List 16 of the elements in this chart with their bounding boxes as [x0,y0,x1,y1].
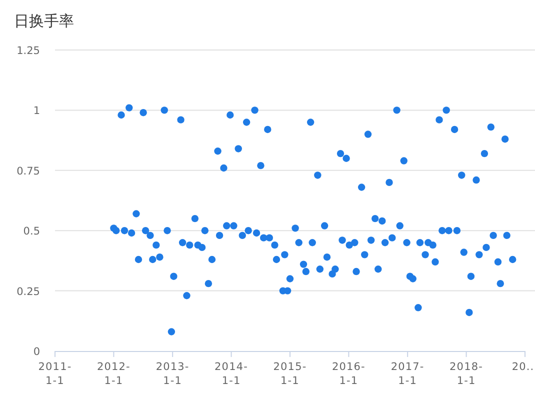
y-tick-label: 0.5 [23,226,40,238]
x-tick-label: 20... [512,361,535,373]
y-tick-label: 1 [33,105,40,118]
y-tick-label: 1.25 [16,45,40,57]
y-tick-label: 0.25 [16,286,40,298]
x-tick-label: 2016- 1-1 [332,361,366,387]
x-tick-label: 2017- 1-1 [390,361,424,387]
x-tick-label: 2013- 1-1 [156,361,190,387]
x-tick-label: 2011- 1-1 [38,361,72,387]
x-tick-label: 2014- 1-1 [214,361,248,387]
chart-title: 日换手率 [14,12,74,30]
x-tick-label: 2018- 1-1 [450,361,484,387]
y-tick-label: 0.75 [16,165,40,178]
x-tick-label: 2012- 1-1 [96,361,130,387]
y-tick-label: 0 [33,346,40,358]
x-tick-label: 2015- 1-1 [273,361,307,387]
